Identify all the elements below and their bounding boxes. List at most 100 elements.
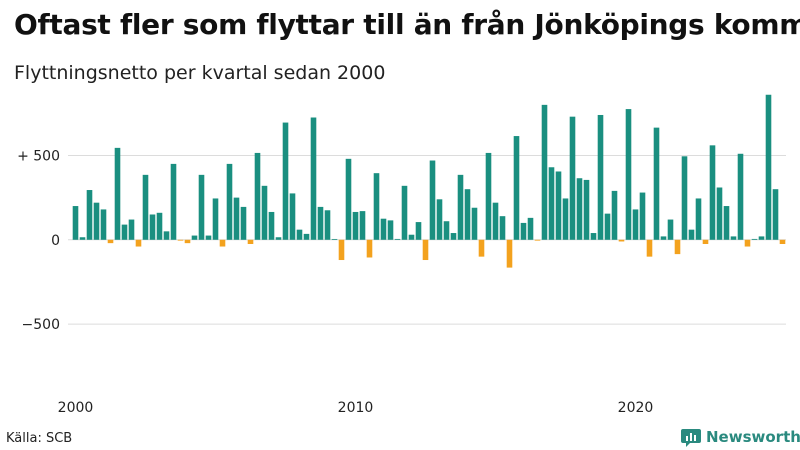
bar <box>401 185 408 240</box>
bar <box>478 239 485 257</box>
bar-chart-logo-icon <box>681 429 701 447</box>
bar <box>520 222 527 240</box>
bar <box>506 239 513 268</box>
bar <box>702 239 709 244</box>
chart-subtitle: Flyttningsnetto per kvartal sedan 2000 <box>14 62 386 84</box>
bar <box>443 221 450 240</box>
chart-title: Oftast fler som flyttar till än från Jön… <box>14 8 800 41</box>
bar <box>268 211 275 240</box>
bar <box>464 189 471 240</box>
bar <box>471 207 478 240</box>
x-tick-label: 2000 <box>58 400 94 416</box>
bar <box>751 238 758 240</box>
bar <box>422 239 429 261</box>
bar <box>709 145 716 240</box>
bar <box>408 234 415 240</box>
bar <box>415 222 422 240</box>
bar <box>240 206 247 240</box>
bar <box>331 238 338 240</box>
bar <box>296 229 303 240</box>
bar <box>359 211 366 240</box>
bar <box>569 116 576 240</box>
bar <box>730 236 737 240</box>
y-tick-label: + 500 <box>17 148 60 164</box>
bar <box>667 219 674 240</box>
bar <box>107 239 114 244</box>
bar <box>548 167 555 240</box>
bar <box>79 237 86 240</box>
bar <box>247 239 254 244</box>
bar <box>618 239 625 242</box>
bar <box>765 94 772 240</box>
bar <box>744 239 751 247</box>
bar <box>590 233 597 240</box>
bar <box>436 199 443 240</box>
bar <box>758 236 765 240</box>
x-tick-labels: 2000 2010 2020 <box>58 400 654 416</box>
bar <box>289 193 296 240</box>
bar <box>212 198 219 240</box>
bar <box>226 163 233 240</box>
bar <box>555 171 562 240</box>
bar <box>170 163 177 240</box>
bar <box>121 224 128 240</box>
bar <box>366 239 373 258</box>
bar <box>352 211 359 240</box>
bar <box>723 206 730 240</box>
bar <box>632 209 639 240</box>
bar <box>338 239 345 261</box>
source-note: Källa: SCB <box>6 431 73 446</box>
bar <box>275 237 282 240</box>
bar <box>534 239 541 241</box>
bar <box>737 153 744 240</box>
bar <box>380 218 387 240</box>
bar <box>562 198 569 240</box>
bar <box>114 147 121 240</box>
bar <box>625 109 632 240</box>
bar <box>604 213 611 240</box>
bar <box>72 206 79 240</box>
x-tick-label: 2010 <box>338 400 374 416</box>
bar <box>163 231 170 240</box>
bar <box>261 185 268 240</box>
bar <box>317 206 324 240</box>
bar <box>499 216 506 240</box>
bar <box>394 238 401 240</box>
bar <box>149 214 156 240</box>
bar <box>492 202 499 240</box>
bar <box>100 209 107 240</box>
bar <box>142 174 149 240</box>
y-tick-label: 0 <box>51 233 60 249</box>
bar <box>254 152 261 240</box>
bar <box>177 239 184 241</box>
bar <box>450 233 457 240</box>
bar <box>184 239 191 244</box>
bar <box>527 217 534 240</box>
bar <box>191 235 198 240</box>
bar <box>681 156 688 240</box>
bar <box>597 114 604 240</box>
bar <box>485 152 492 240</box>
bar <box>135 239 142 247</box>
bar <box>324 210 331 240</box>
bar <box>653 127 660 240</box>
bar <box>513 136 520 240</box>
bar <box>303 233 310 240</box>
brand-logo: Newsworthy <box>681 427 800 447</box>
bar <box>576 178 583 240</box>
bar <box>233 197 240 240</box>
bar <box>674 239 681 255</box>
y-tick-labels: + 500 0 −500 <box>17 148 60 333</box>
y-tick-label: −500 <box>22 317 60 333</box>
bar <box>772 189 779 240</box>
bar <box>86 190 93 240</box>
bar <box>541 104 548 240</box>
bar <box>205 235 212 240</box>
bar <box>695 198 702 240</box>
bar <box>688 229 695 240</box>
bar <box>310 117 317 240</box>
bar <box>457 174 464 240</box>
bar <box>611 190 618 240</box>
bar <box>128 219 135 240</box>
